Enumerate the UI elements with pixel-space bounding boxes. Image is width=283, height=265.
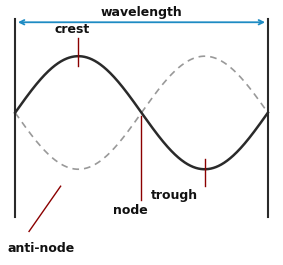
Text: anti-node: anti-node (8, 242, 75, 255)
Text: node: node (113, 204, 148, 217)
Text: crest: crest (54, 23, 89, 36)
Text: wavelength: wavelength (101, 6, 182, 19)
Text: trough: trough (151, 189, 198, 202)
